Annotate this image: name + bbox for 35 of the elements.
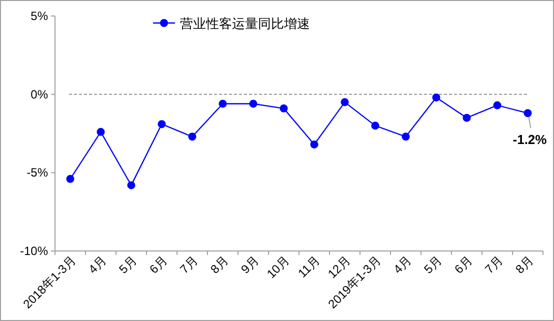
point bbox=[218, 100, 227, 108]
data-label: -1.2% bbox=[512, 132, 548, 148]
x-tick-label: 7月 bbox=[177, 253, 200, 276]
x-tick-label: 9月 bbox=[238, 253, 262, 276]
x-tick-label: 4月 bbox=[390, 253, 414, 276]
point bbox=[158, 120, 166, 128]
x-tick-label: 6月 bbox=[146, 253, 170, 276]
point bbox=[188, 132, 196, 141]
y-tick-label: -10% bbox=[20, 244, 48, 258]
point bbox=[249, 100, 258, 108]
point bbox=[280, 104, 288, 112]
x-tick-label: 10月 bbox=[264, 253, 292, 282]
y-tick-label: 5% bbox=[30, 9, 48, 23]
point bbox=[432, 93, 440, 102]
point bbox=[310, 140, 318, 148]
y-tick-label: -5% bbox=[26, 166, 48, 180]
point bbox=[371, 122, 380, 130]
point bbox=[493, 101, 502, 110]
x-tick-label: 4月 bbox=[86, 253, 109, 276]
point bbox=[402, 132, 410, 141]
x-tick-label: 11月 bbox=[295, 253, 322, 280]
point bbox=[340, 98, 349, 106]
point bbox=[524, 109, 532, 118]
point bbox=[127, 181, 136, 190]
point bbox=[96, 128, 105, 136]
x-tick-label: 7月 bbox=[482, 253, 506, 276]
point bbox=[66, 174, 74, 183]
x-tick-label: 8月 bbox=[512, 253, 536, 276]
x-tick-label: 5月 bbox=[421, 253, 444, 276]
x-tick-label: 8月 bbox=[208, 253, 231, 276]
legend-label: 营业性客运量同比增速 bbox=[180, 16, 310, 31]
x-tick-label: 6月 bbox=[452, 253, 475, 276]
y-tick-label: 0% bbox=[30, 87, 48, 102]
x-tick-label: 5月 bbox=[116, 253, 140, 276]
point bbox=[462, 114, 471, 122]
